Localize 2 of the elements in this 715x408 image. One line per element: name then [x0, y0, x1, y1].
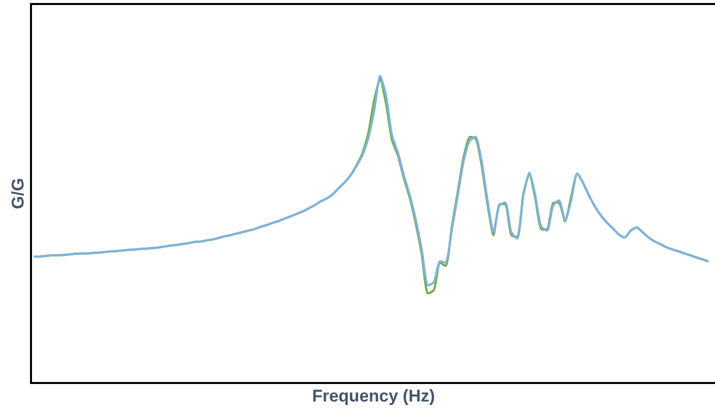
y-axis-title: G/G	[8, 178, 28, 210]
x-axis-title: Frequency (Hz)	[312, 386, 435, 406]
